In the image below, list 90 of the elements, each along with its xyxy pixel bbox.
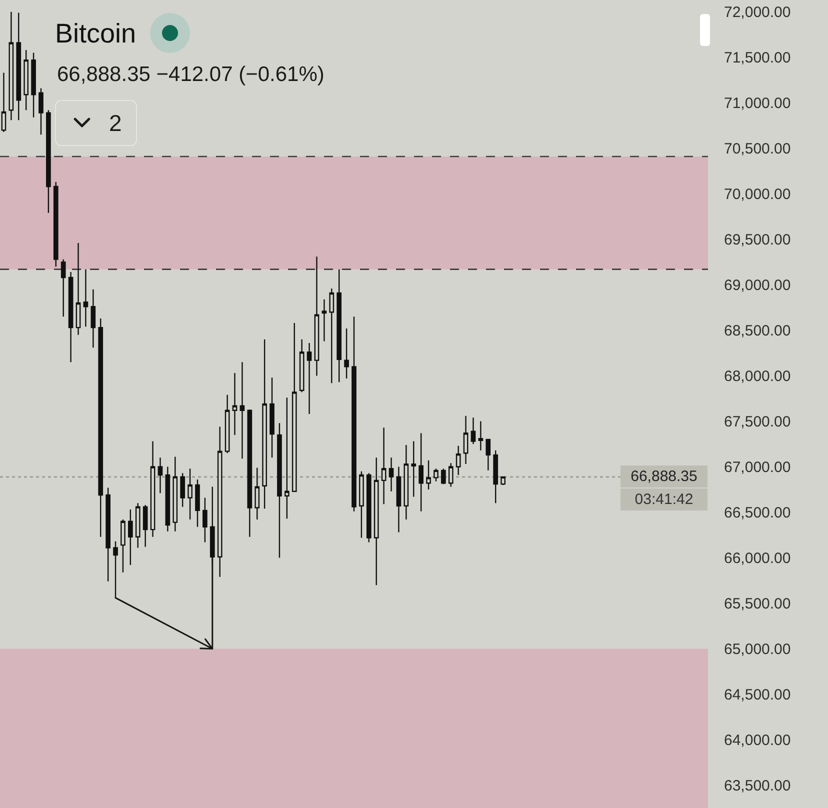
y-tick-label: 65,500.00 xyxy=(724,596,791,613)
y-tick-label: 64,500.00 xyxy=(724,686,791,704)
candlestick xyxy=(120,518,126,573)
y-tick-label: 69,000.00 xyxy=(724,277,791,294)
candlestick xyxy=(60,258,66,318)
candlestick xyxy=(195,478,200,528)
candlestick xyxy=(478,420,484,452)
candlestick xyxy=(8,11,14,121)
candlestick xyxy=(329,288,334,384)
candlestick xyxy=(254,467,260,520)
candlestick xyxy=(381,427,386,505)
y-tick-label: 67,500.00 xyxy=(724,414,791,431)
y-tick-label: 71,500.00 xyxy=(724,50,791,67)
candlestick xyxy=(463,415,468,465)
candlestick xyxy=(426,460,431,490)
candlestick xyxy=(277,422,282,558)
candlestick xyxy=(247,408,252,538)
candlestick xyxy=(411,440,416,498)
candlestick xyxy=(31,52,36,118)
candlestick xyxy=(38,88,44,136)
candlestick xyxy=(240,362,245,460)
candlestick xyxy=(16,12,22,121)
candlestick xyxy=(180,472,186,508)
candlestick xyxy=(284,397,290,520)
candlestick xyxy=(158,457,163,494)
candlestick xyxy=(76,242,81,336)
candlestick xyxy=(217,426,222,578)
candlestick xyxy=(306,342,312,415)
y-tick-label: 67,000.00 xyxy=(724,459,791,476)
y-tick-label: 65,000.00 xyxy=(724,641,791,658)
y-tick-label: 66,000.00 xyxy=(724,550,791,568)
candlestick xyxy=(90,288,96,348)
candlestick xyxy=(128,508,133,566)
candlestick xyxy=(396,466,402,533)
candlestick xyxy=(352,316,356,512)
y-tick-label: 63,500.00 xyxy=(724,778,791,794)
candlestick xyxy=(142,504,148,548)
candlestick xyxy=(374,457,379,586)
candlestick xyxy=(202,497,208,543)
candlestick xyxy=(493,450,498,504)
candlestick xyxy=(98,318,104,538)
y-tick-label: 64,000.00 xyxy=(724,732,791,750)
y-tick-label: 72,000.00 xyxy=(724,4,791,22)
candlestick xyxy=(172,456,178,532)
text: Bitcoin xyxy=(55,18,136,48)
annotation: 03:41:42 xyxy=(634,491,694,508)
candlestick xyxy=(24,49,29,111)
y-tick-label: 71,000.00 xyxy=(724,95,791,112)
annotation: 2 xyxy=(109,110,122,136)
candlestick xyxy=(359,470,364,538)
y-tick-label: 69,500.00 xyxy=(724,232,791,249)
candlestick xyxy=(262,338,267,510)
candlestick xyxy=(388,457,394,492)
candlestick xyxy=(456,445,461,476)
text: 66,888.35 −412.07 (−0.61%) xyxy=(57,63,324,86)
y-tick-label: 68,500.00 xyxy=(724,322,791,340)
candlestick xyxy=(53,181,58,268)
y-tick-label: 70,000.00 xyxy=(724,186,791,204)
candlestick xyxy=(188,468,192,520)
candlestick xyxy=(46,110,51,214)
candlestick xyxy=(68,271,74,363)
candlestick xyxy=(344,328,349,380)
candlestick xyxy=(336,268,342,383)
candlestick xyxy=(299,338,304,393)
candlestick xyxy=(441,468,446,485)
candlestick xyxy=(434,468,438,482)
candlestick xyxy=(232,372,238,436)
candlestick xyxy=(418,432,424,512)
y-tick-label: 66,500.00 xyxy=(724,504,791,522)
candlestick xyxy=(404,444,409,520)
candlestick xyxy=(322,298,327,342)
ref-line-label: 66,888.35 xyxy=(630,468,698,485)
candlestick xyxy=(470,417,476,445)
candlestick xyxy=(486,438,491,472)
candlestick xyxy=(165,466,170,532)
candlestick xyxy=(500,476,506,486)
y-tick-label: 68,000.00 xyxy=(724,368,791,386)
candlestick xyxy=(83,268,88,328)
candlestick xyxy=(135,502,140,548)
candlestick xyxy=(292,322,297,492)
candlestick xyxy=(224,394,230,454)
candlestick xyxy=(366,472,372,543)
candlestick xyxy=(448,462,454,488)
candlestick xyxy=(113,540,118,598)
candlestick xyxy=(314,256,320,376)
candlestick xyxy=(270,377,274,458)
candlestick xyxy=(150,440,156,538)
collapse-button: 2 xyxy=(55,100,137,146)
y-tick-label: 70,500.00 xyxy=(724,140,791,158)
candlestick xyxy=(106,487,110,582)
